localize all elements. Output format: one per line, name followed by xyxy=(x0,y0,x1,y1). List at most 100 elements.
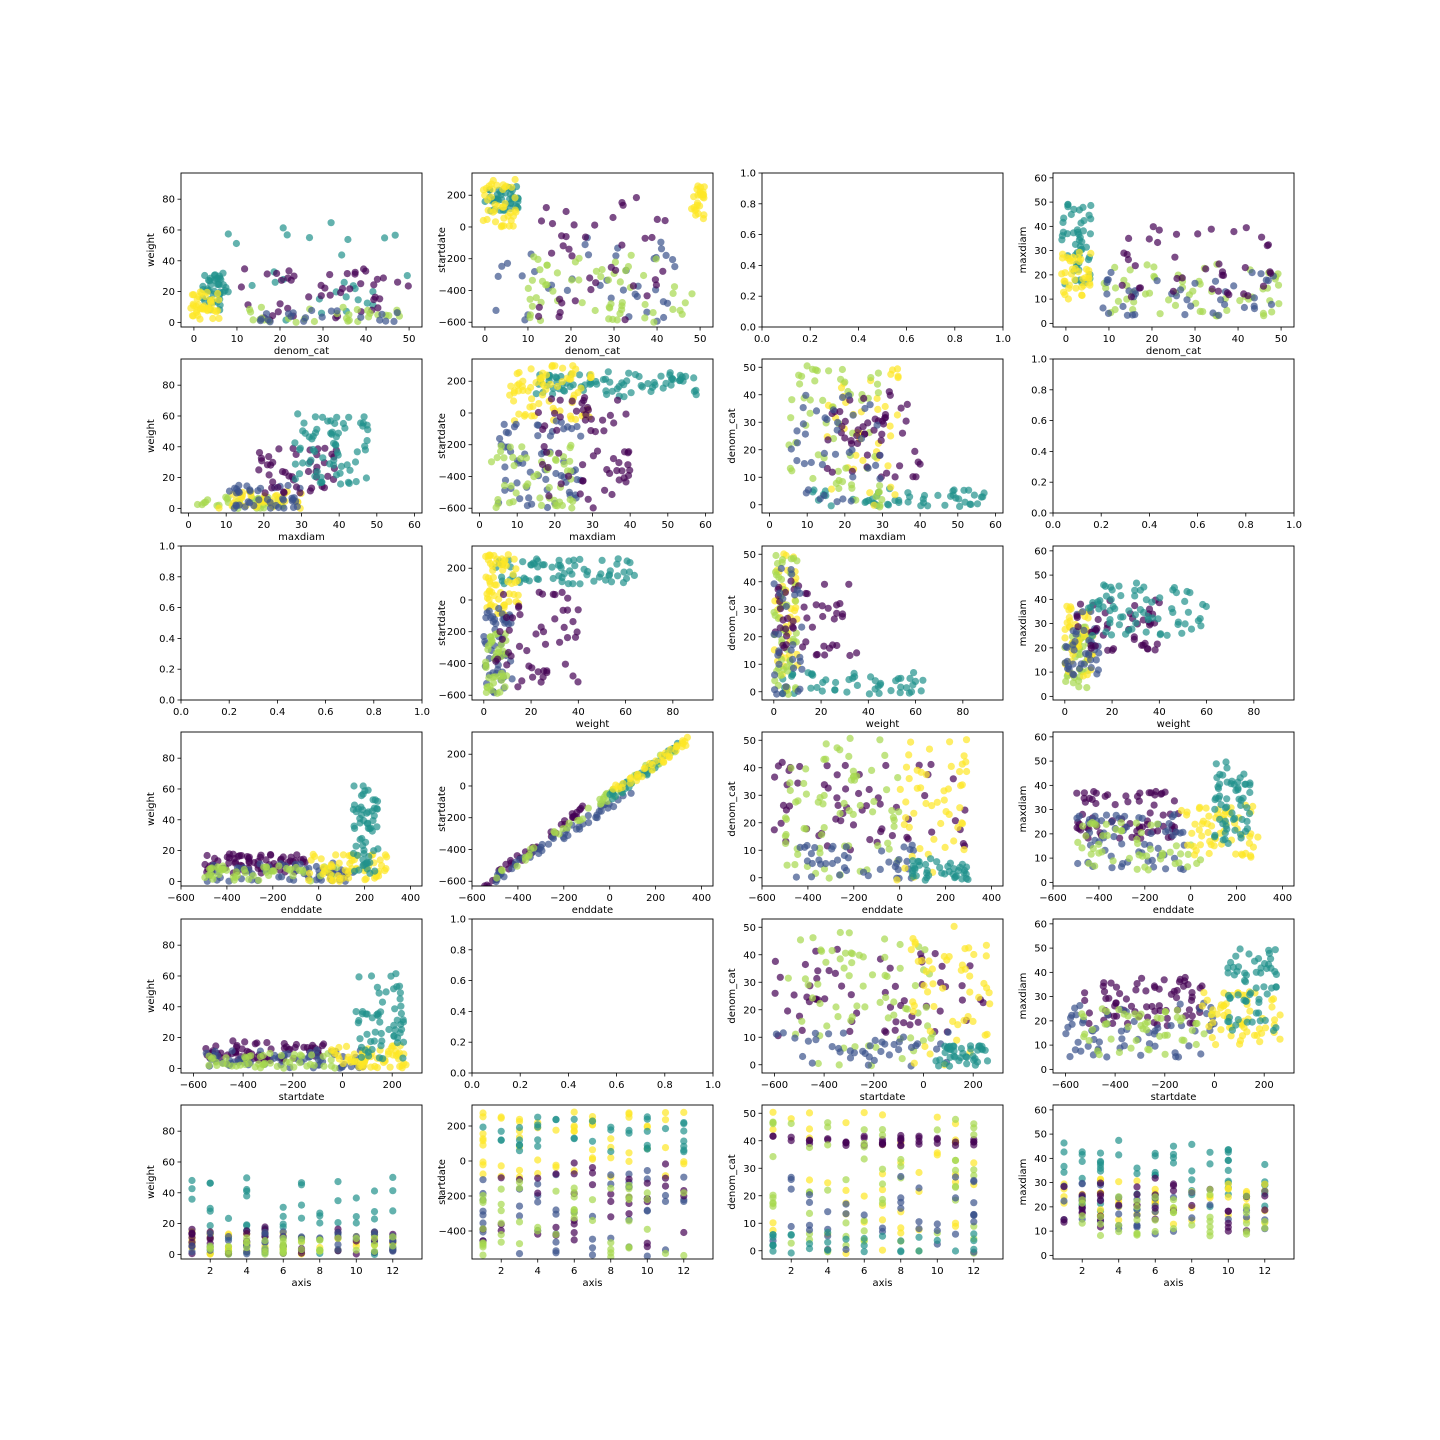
data-point xyxy=(1077,1047,1085,1055)
y-tick-label: 80 xyxy=(162,195,175,206)
data-point xyxy=(334,429,342,437)
data-point xyxy=(652,255,660,263)
data-point xyxy=(253,1039,261,1047)
data-point xyxy=(1217,801,1225,809)
data-point xyxy=(188,1230,196,1238)
data-point xyxy=(274,483,282,491)
data-point xyxy=(1271,946,1279,954)
data-point xyxy=(510,462,518,470)
x-tick-label: 0.6 xyxy=(899,334,915,345)
data-point xyxy=(1246,788,1254,797)
data-point xyxy=(506,443,514,451)
data-point xyxy=(512,565,520,573)
data-point xyxy=(1075,812,1083,820)
data-point xyxy=(331,419,339,428)
data-point xyxy=(563,286,572,294)
data-point xyxy=(361,446,369,454)
data-point xyxy=(614,396,622,404)
data-point xyxy=(788,570,796,578)
data-point xyxy=(865,690,874,698)
data-point xyxy=(1095,1038,1103,1046)
data-point xyxy=(291,460,299,468)
data-point xyxy=(813,650,821,659)
data-point xyxy=(579,477,587,485)
data-point xyxy=(1215,311,1223,319)
data-point xyxy=(498,573,506,581)
data-point xyxy=(569,672,577,680)
x-tick-label: 0 xyxy=(920,1080,926,1091)
data-point xyxy=(378,1037,386,1045)
data-point xyxy=(605,315,613,323)
y-tick-label: 20 xyxy=(743,818,756,829)
data-point xyxy=(1088,632,1096,640)
axes-frame xyxy=(180,918,423,1074)
data-point xyxy=(1200,1030,1208,1038)
data-point xyxy=(818,602,826,610)
data-point xyxy=(1108,818,1116,826)
data-point xyxy=(1106,616,1114,624)
data-point xyxy=(669,289,677,297)
x-tick-label: 200 xyxy=(964,1080,983,1091)
x-tick-label: 0 xyxy=(1063,334,1069,345)
data-point xyxy=(1123,250,1131,259)
data-point xyxy=(269,478,277,486)
y-tick-label: 40 xyxy=(162,256,175,267)
data-point xyxy=(605,571,614,579)
data-point xyxy=(297,1201,306,1209)
data-point xyxy=(845,752,853,761)
data-point xyxy=(840,799,848,808)
data-point xyxy=(1122,995,1130,1003)
data-point xyxy=(812,1036,820,1044)
x-axis-label: enddate xyxy=(1153,905,1194,916)
data-point xyxy=(845,676,853,684)
x-tick-label: −600 xyxy=(1039,893,1066,904)
data-point xyxy=(357,1053,366,1061)
data-point xyxy=(535,849,543,858)
data-point xyxy=(851,1043,859,1051)
data-point xyxy=(853,1002,861,1010)
data-point xyxy=(318,413,327,421)
data-point xyxy=(273,269,281,277)
data-point xyxy=(1250,1031,1259,1039)
data-point xyxy=(799,404,807,412)
data-point xyxy=(536,494,544,502)
data-point xyxy=(1174,620,1182,629)
data-point xyxy=(1245,950,1253,958)
data-point xyxy=(1177,865,1185,873)
data-point xyxy=(665,752,673,760)
data-point xyxy=(1243,1028,1251,1036)
data-point xyxy=(334,1178,342,1186)
data-point xyxy=(1131,1010,1139,1018)
data-point xyxy=(837,384,846,392)
data-point xyxy=(839,1029,848,1037)
y-tick-label: 40 xyxy=(743,577,756,588)
y-tick-label: 40 xyxy=(743,950,756,961)
data-point xyxy=(528,302,537,310)
data-point xyxy=(1196,803,1204,811)
data-point xyxy=(527,845,535,853)
data-point xyxy=(834,1013,842,1021)
data-point xyxy=(340,278,348,286)
data-point xyxy=(339,1060,347,1068)
x-tick-label: 0.4 xyxy=(560,1080,576,1091)
data-point xyxy=(876,800,884,808)
data-point xyxy=(802,825,810,833)
data-point xyxy=(877,679,885,688)
data-point xyxy=(237,852,246,860)
data-point xyxy=(264,316,272,324)
x-tick-label: 200 xyxy=(383,1080,402,1091)
data-point xyxy=(956,768,964,776)
data-point xyxy=(899,1033,908,1041)
data-point xyxy=(1216,1004,1225,1012)
data-point xyxy=(584,495,592,503)
data-point xyxy=(188,1176,196,1185)
data-point xyxy=(1200,989,1208,997)
y-tick-label: 0.6 xyxy=(740,230,756,241)
data-point xyxy=(228,1047,236,1055)
data-point xyxy=(500,203,508,211)
data-point xyxy=(802,790,811,798)
data-point xyxy=(666,371,674,379)
y-tick-label: 20 xyxy=(1034,270,1047,281)
data-point xyxy=(876,998,884,1007)
data-point xyxy=(512,489,520,497)
